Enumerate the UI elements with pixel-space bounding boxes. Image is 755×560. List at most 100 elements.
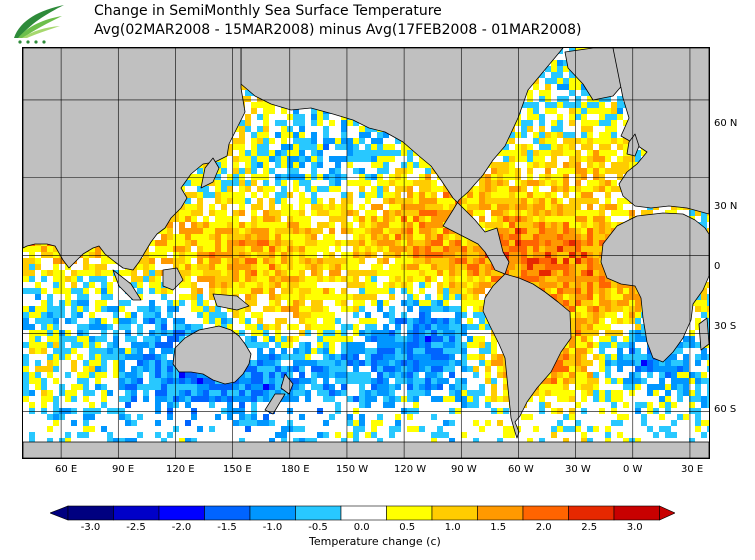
anomaly-cell: [35, 360, 41, 366]
anomaly-cell: [485, 366, 491, 372]
anomaly-cell: [473, 336, 479, 342]
anomaly-cell: [611, 306, 617, 312]
anomaly-cell: [581, 288, 587, 294]
anomaly-cell: [587, 336, 593, 342]
anomaly-cell: [263, 276, 269, 282]
anomaly-cell: [173, 384, 179, 390]
anomaly-cell: [275, 366, 281, 372]
anomaly-cell: [491, 174, 497, 180]
anomaly-cell: [215, 384, 221, 390]
anomaly-cell: [461, 270, 467, 276]
anomaly-cell: [191, 300, 197, 306]
anomaly-cell: [479, 324, 485, 330]
anomaly-cell: [407, 192, 413, 198]
anomaly-cell: [431, 366, 437, 372]
anomaly-cell: [251, 288, 257, 294]
anomaly-cell: [419, 204, 425, 210]
anomaly-cell: [23, 366, 29, 372]
anomaly-cell: [317, 228, 323, 234]
anomaly-cell: [539, 96, 545, 102]
anomaly-cell: [425, 270, 431, 276]
anomaly-cell: [587, 204, 593, 210]
anomaly-cell: [353, 258, 359, 264]
anomaly-cell: [563, 234, 569, 240]
anomaly-cell: [443, 348, 449, 354]
anomaly-cell: [293, 336, 299, 342]
anomaly-cell: [437, 378, 443, 384]
anomaly-cell: [599, 264, 605, 270]
anomaly-cell: [635, 336, 641, 342]
anomaly-cell: [323, 336, 329, 342]
anomaly-cell: [335, 246, 341, 252]
anomaly-cell: [257, 186, 263, 192]
anomaly-cell: [551, 264, 557, 270]
anomaly-cell: [371, 276, 377, 282]
anomaly-cell: [311, 378, 317, 384]
anomaly-cell: [473, 258, 479, 264]
anomaly-cell: [71, 276, 77, 282]
anomaly-cell: [527, 120, 533, 126]
anomaly-cell: [89, 366, 95, 372]
anomaly-cell: [353, 216, 359, 222]
anomaly-cell: [245, 162, 251, 168]
anomaly-cell: [293, 114, 299, 120]
anomaly-cell: [197, 294, 203, 300]
anomaly-cell: [617, 354, 623, 360]
anomaly-cell: [443, 336, 449, 342]
anomaly-cell: [143, 354, 149, 360]
anomaly-cell: [47, 300, 53, 306]
anomaly-cell: [263, 234, 269, 240]
anomaly-cell: [413, 258, 419, 264]
anomaly-cell: [125, 300, 131, 306]
anomaly-cell: [521, 186, 527, 192]
anomaly-cell: [377, 270, 383, 276]
anomaly-cell: [551, 216, 557, 222]
anomaly-cell: [563, 252, 569, 258]
anomaly-cell: [575, 108, 581, 114]
anomaly-cell: [323, 366, 329, 372]
anomaly-cell: [491, 270, 497, 276]
anomaly-cell: [689, 378, 695, 384]
anomaly-cell: [263, 126, 269, 132]
anomaly-cell: [407, 294, 413, 300]
anomaly-cell: [197, 174, 203, 180]
anomaly-cell: [209, 282, 215, 288]
anomaly-cell: [269, 270, 275, 276]
anomaly-cell: [155, 324, 161, 330]
anomaly-cell: [617, 186, 623, 192]
anomaly-cell: [359, 234, 365, 240]
anomaly-cell: [539, 162, 545, 168]
anomaly-cell: [425, 318, 431, 324]
anomaly-cell: [635, 354, 641, 360]
anomaly-cell: [113, 354, 119, 360]
anomaly-cell: [305, 246, 311, 252]
anomaly-cell: [251, 216, 257, 222]
anomaly-cell: [407, 384, 413, 390]
anomaly-cell: [263, 222, 269, 228]
anomaly-cell: [59, 288, 65, 294]
anomaly-cell: [371, 156, 377, 162]
anomaly-cell: [395, 204, 401, 210]
anomaly-cell: [371, 288, 377, 294]
anomaly-cell: [347, 204, 353, 210]
anomaly-cell: [485, 342, 491, 348]
anomaly-cell: [71, 336, 77, 342]
anomaly-cell: [629, 306, 635, 312]
anomaly-cell: [293, 312, 299, 318]
anomaly-cell: [149, 258, 155, 264]
anomaly-cell: [293, 276, 299, 282]
anomaly-cell: [173, 300, 179, 306]
anomaly-cell: [437, 342, 443, 348]
anomaly-cell: [305, 378, 311, 384]
anomaly-cell: [479, 342, 485, 348]
anomaly-cell: [383, 312, 389, 318]
anomaly-cell: [359, 384, 365, 390]
anomaly-cell: [29, 336, 35, 342]
anomaly-cell: [281, 192, 287, 198]
anomaly-cell: [167, 348, 173, 354]
anomaly-cell: [605, 312, 611, 318]
anomaly-cell: [299, 180, 305, 186]
anomaly-cell: [509, 150, 515, 156]
anomaly-cell: [383, 144, 389, 150]
anomaly-cell: [569, 84, 575, 90]
